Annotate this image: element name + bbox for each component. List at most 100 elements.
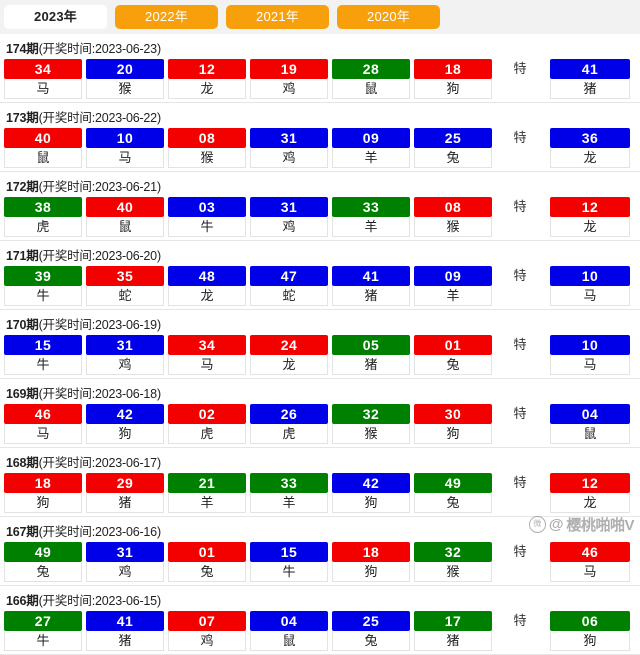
ball-zodiac: 兔	[414, 355, 492, 375]
ball-cell: 31 鸡	[84, 335, 166, 375]
ball-cell: 31 鸡	[248, 197, 330, 237]
ball-number: 10	[86, 128, 164, 148]
special-ball-zodiac: 马	[550, 562, 630, 582]
special-ball-label: 特	[513, 337, 527, 352]
ball-number: 41	[86, 611, 164, 631]
ball-cell: 01 兔	[412, 335, 494, 375]
ball-cell: 10 马	[84, 128, 166, 168]
special-ball-number: 41	[550, 59, 630, 79]
year-tab-2020年[interactable]: 2020年	[337, 5, 440, 29]
ball-cell: 09 羊	[412, 266, 494, 306]
special-ball-label: 特	[513, 613, 527, 628]
ball-number: 31	[250, 197, 328, 217]
ball-zodiac: 鼠	[4, 148, 82, 168]
special-ball-cell: 12 龙	[546, 473, 634, 513]
ball-number: 33	[332, 197, 410, 217]
special-ball-label: 特	[513, 199, 527, 214]
ball-number: 08	[168, 128, 246, 148]
ball-number: 49	[4, 542, 82, 562]
ball-cell: 24 龙	[248, 335, 330, 375]
ball-number: 09	[414, 266, 492, 286]
special-ball-zodiac: 龙	[550, 217, 630, 237]
draw-period: 172期	[6, 180, 39, 194]
ball-zodiac: 鸡	[86, 355, 164, 375]
year-tab-bar: 2023年 2022年 2021年 2020年	[0, 0, 640, 34]
ball-number: 21	[168, 473, 246, 493]
ball-cell: 30 狗	[412, 404, 494, 444]
ball-number: 05	[332, 335, 410, 355]
special-ball-number: 12	[550, 473, 630, 493]
year-tab-2023年[interactable]: 2023年	[4, 5, 107, 29]
ball-cell: 15 牛	[2, 335, 84, 375]
ball-number: 40	[4, 128, 82, 148]
balls-row: 27 牛 41 猪 07 鸡 04 鼠 25 兔 17 猪特 06 狗	[0, 611, 640, 654]
special-ball-cell: 46 马	[546, 542, 634, 582]
ball-cell: 19 鸡	[248, 59, 330, 99]
ball-zodiac: 猴	[414, 217, 492, 237]
ball-number: 49	[414, 473, 492, 493]
ball-cell: 34 马	[166, 335, 248, 375]
draw-period: 174期	[6, 42, 39, 56]
special-ball-zodiac: 马	[550, 355, 630, 375]
special-ball-zodiac: 龙	[550, 493, 630, 513]
ball-cell: 08 猴	[166, 128, 248, 168]
ball-number: 34	[168, 335, 246, 355]
special-ball-cell: 36 龙	[546, 128, 634, 168]
ball-number: 30	[414, 404, 492, 424]
ball-cell: 42 狗	[330, 473, 412, 513]
ball-cell: 32 猴	[330, 404, 412, 444]
ball-cell: 40 鼠	[2, 128, 84, 168]
ball-number: 02	[168, 404, 246, 424]
special-ball-number: 36	[550, 128, 630, 148]
ball-zodiac: 羊	[250, 493, 328, 513]
special-ball-label: 特	[513, 544, 527, 559]
ball-number: 19	[250, 59, 328, 79]
ball-cell: 35 蛇	[84, 266, 166, 306]
ball-zodiac: 龙	[168, 79, 246, 99]
ball-number: 29	[86, 473, 164, 493]
draw-block: 166期(开奖时间:2023-06-15) 27 牛 41 猪 07 鸡 04 鼠 25 兔 17 猪特…	[0, 586, 640, 655]
ball-zodiac: 兔	[4, 562, 82, 582]
ball-zodiac: 兔	[414, 148, 492, 168]
special-ball-cell: 10 马	[546, 266, 634, 306]
ball-cell: 41 猪	[84, 611, 166, 651]
draw-time: (开奖时间:2023-06-18)	[38, 387, 162, 401]
ball-zodiac: 羊	[414, 286, 492, 306]
ball-zodiac: 羊	[332, 217, 410, 237]
draw-time: (开奖时间:2023-06-17)	[38, 456, 162, 470]
ball-cell: 18 狗	[2, 473, 84, 513]
draw-header: 174期(开奖时间:2023-06-23)	[0, 34, 640, 59]
ball-number: 17	[414, 611, 492, 631]
draw-header: 172期(开奖时间:2023-06-21)	[0, 172, 640, 197]
ball-number: 01	[414, 335, 492, 355]
draw-time: (开奖时间:2023-06-16)	[38, 525, 162, 539]
ball-zodiac: 牛	[168, 217, 246, 237]
draw-block: 174期(开奖时间:2023-06-23) 34 马 20 猴 12 龙 19 鸡 28 鼠 18 狗特…	[0, 34, 640, 103]
year-tab-2022年[interactable]: 2022年	[115, 5, 218, 29]
ball-number: 25	[332, 611, 410, 631]
balls-row: 40 鼠 10 马 08 猴 31 鸡 09 羊 25 兔 特 36 龙	[0, 128, 640, 171]
special-ball-cell: 06 狗	[546, 611, 634, 651]
ball-zodiac: 狗	[332, 493, 410, 513]
ball-zodiac: 猪	[86, 631, 164, 651]
ball-number: 28	[332, 59, 410, 79]
draw-header: 167期(开奖时间:2023-06-16)	[0, 517, 640, 542]
draw-block: 171期(开奖时间:2023-06-20) 39 牛 35 蛇 48 龙 47 蛇 41 猪 09 羊特…	[0, 241, 640, 310]
ball-zodiac: 兔	[332, 631, 410, 651]
draw-header: 166期(开奖时间:2023-06-15)	[0, 586, 640, 611]
draw-block: 167期(开奖时间:2023-06-16) 49 兔 31 鸡 01 兔 15 牛 18 狗 32 猴特…	[0, 517, 640, 586]
ball-cell: 26 虎	[248, 404, 330, 444]
ball-cell: 31 鸡	[248, 128, 330, 168]
ball-cell: 41 猪	[330, 266, 412, 306]
special-ball-number: 10	[550, 335, 630, 355]
ball-zodiac: 猪	[414, 631, 492, 651]
ball-cell: 40 鼠	[84, 197, 166, 237]
ball-number: 26	[250, 404, 328, 424]
year-tab-2021年[interactable]: 2021年	[226, 5, 329, 29]
special-ball-label: 特	[513, 406, 527, 421]
ball-cell: 07 鸡	[166, 611, 248, 651]
ball-zodiac: 鸡	[250, 148, 328, 168]
draw-time: (开奖时间:2023-06-15)	[38, 594, 162, 608]
ball-number: 03	[168, 197, 246, 217]
ball-cell: 29 猪	[84, 473, 166, 513]
